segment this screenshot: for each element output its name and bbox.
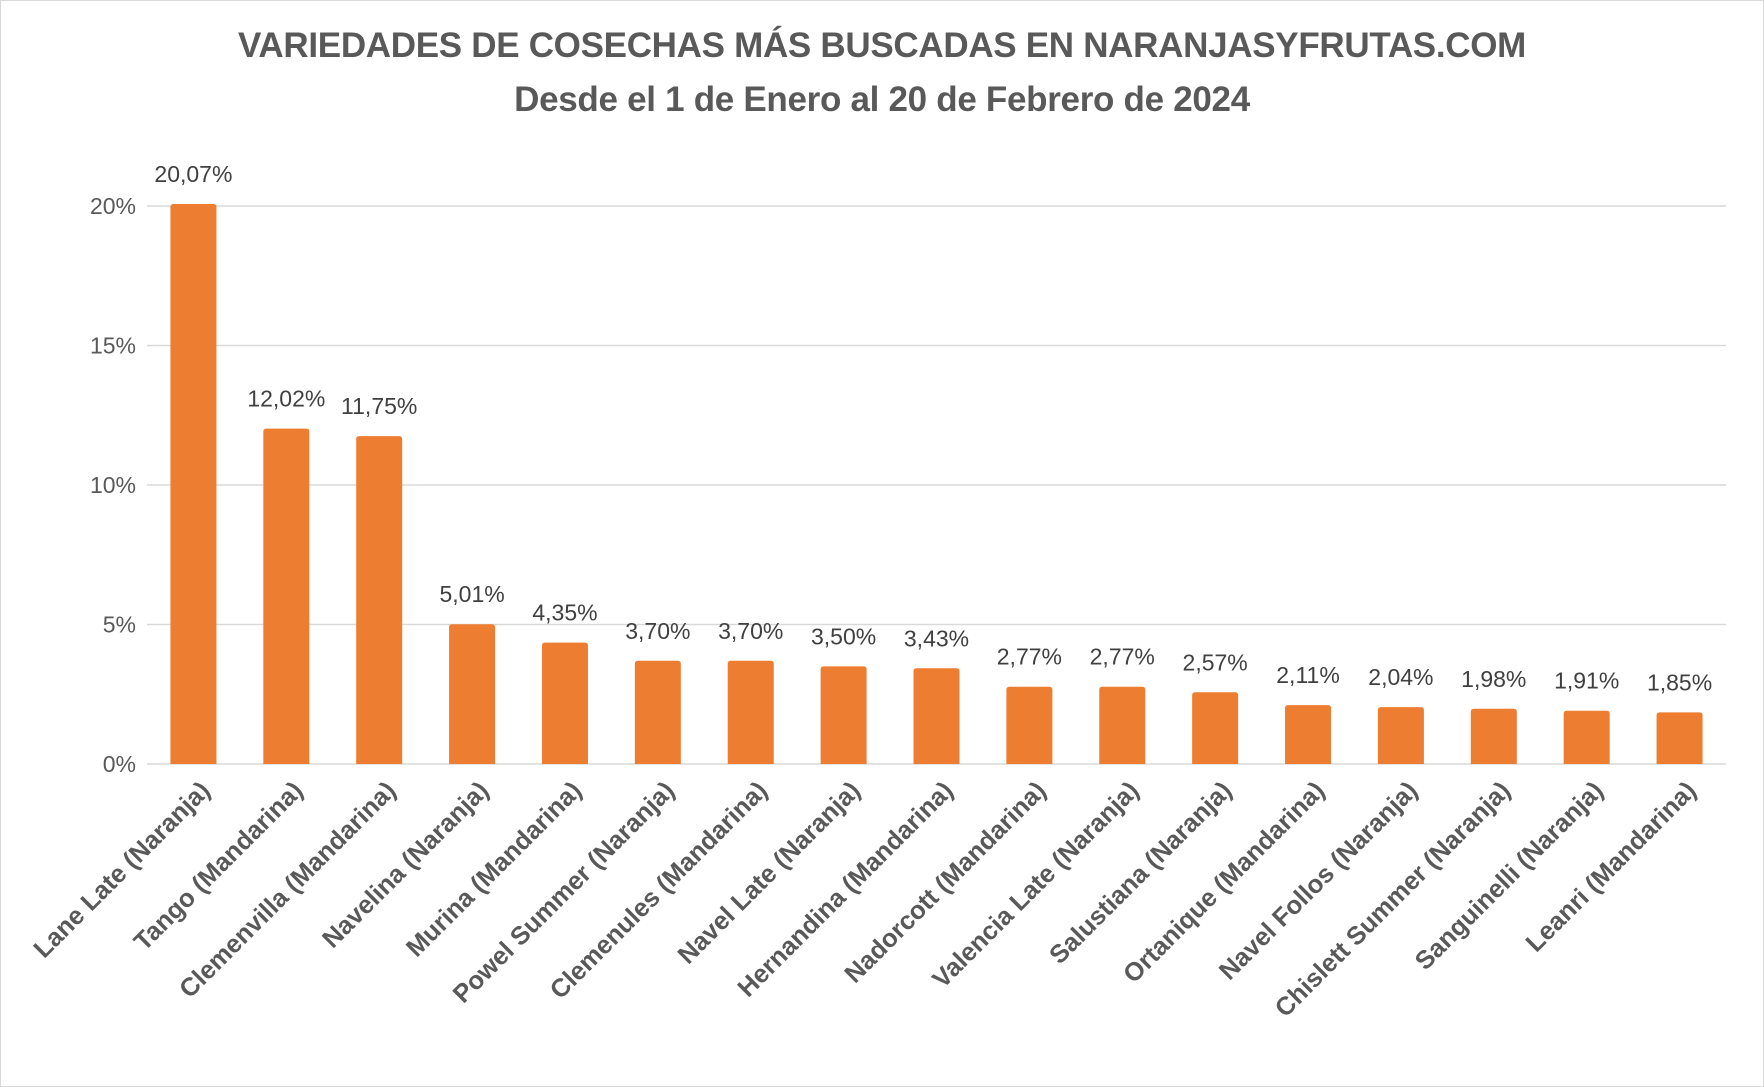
chart-title: VARIEDADES DE COSECHAS MÁS BUSCADAS EN N… [237,26,1527,65]
y-tick-label: 5% [103,612,136,638]
x-axis-tick-labels: Lane Late (Naranja)Tango (Mandarina)Clem… [29,776,1702,1022]
data-label: 1,98% [1461,666,1526,692]
data-labels: 20,07% 12,02% 11,75% 5,01% 4,35% 3,70% 3,70% 3,… [154,161,1712,695]
data-label: 3,50% [811,623,876,649]
y-axis-tick-labels: 0% 5% 10% 15% 20% [90,193,136,777]
x-tick-label: Navel Late (Naranja) [673,776,866,969]
data-label: 4,35% [532,600,597,626]
data-label: 2,77% [997,644,1062,670]
bar [170,204,217,764]
y-tick-label: 0% [103,751,136,777]
gridlines [147,205,1726,765]
bar [1006,686,1053,764]
data-label: 2,57% [1183,649,1248,675]
data-label: 3,70% [625,618,690,644]
data-label: 1,91% [1554,668,1619,694]
x-tick-label: Leanri (Mandarina) [1521,776,1702,957]
bar [913,668,960,764]
bar [1192,692,1239,764]
bar [1285,705,1332,764]
bar [263,428,310,764]
y-tick-label: 20% [90,193,136,219]
data-label: 1,85% [1647,669,1712,695]
data-label: 2,77% [1090,644,1155,670]
data-label: 3,43% [904,625,969,651]
y-tick-label: 10% [90,472,136,498]
x-tick-label: Tango (Mandarina) [129,776,309,956]
bar [1377,707,1424,764]
data-label: 5,01% [439,581,504,607]
data-label: 11,75% [341,393,417,419]
data-label: 2,04% [1368,664,1433,690]
bar [1470,708,1517,764]
bar [634,660,681,764]
bars [170,204,1703,764]
x-tick-label: Sanguinelli (Naranja) [1410,776,1609,975]
x-tick-label: Salustiana (Naranja) [1044,776,1237,969]
bar [1656,712,1703,764]
y-tick-label: 15% [90,333,136,359]
bar [541,642,588,764]
x-tick-label: Navelina (Naranja) [317,776,494,953]
x-tick-label: Lane Late (Naranja) [29,776,216,963]
bar [449,624,496,764]
x-tick-label: Murina (Mandarina) [401,776,587,962]
chart-subtitle: Desde el 1 de Enero al 20 de Febrero de … [514,80,1250,119]
bar [727,660,774,764]
bar [820,666,867,764]
bar [1099,686,1146,764]
bar [1563,710,1610,764]
data-label: 20,07% [154,161,232,187]
data-label: 3,70% [718,618,783,644]
data-label: 2,11% [1276,662,1340,688]
bar [356,436,403,764]
data-label: 12,02% [247,386,325,412]
